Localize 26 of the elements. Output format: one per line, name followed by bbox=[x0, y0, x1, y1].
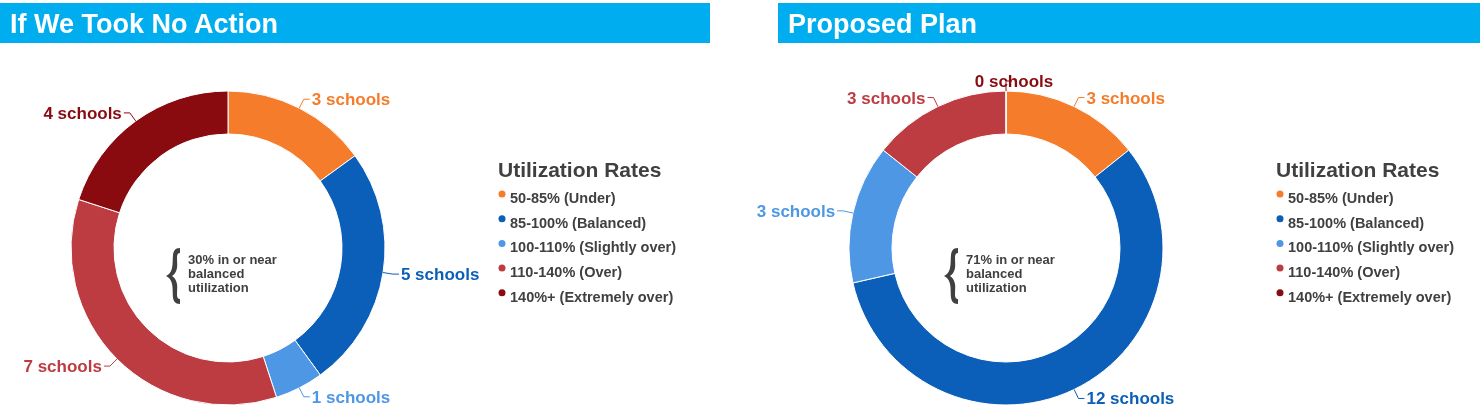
data-label: 3 schools bbox=[311, 90, 391, 110]
data-label: 1 schools bbox=[311, 387, 391, 406]
data-label: 3 schools bbox=[847, 88, 926, 108]
text: 71% in or near balanced utilization bbox=[966, 252, 1055, 295]
legend-label: 50-85% (Under) bbox=[510, 190, 616, 206]
legend-label: 110-140% (Over) bbox=[1288, 264, 1401, 281]
legend-title: Utilization Rates bbox=[1276, 158, 1440, 181]
chart-title: If We Took No Action bbox=[10, 9, 278, 39]
legend-title: Utilization Rates bbox=[498, 158, 662, 181]
data-label: 7 schools bbox=[23, 357, 102, 377]
data-label: 4 schools bbox=[43, 103, 122, 123]
chart-title: Proposed Plan bbox=[788, 9, 978, 39]
text: 30% in or near balanced utilization bbox=[188, 252, 277, 295]
data-label: 3 schools bbox=[756, 201, 836, 221]
data-label: 5 schools bbox=[400, 265, 480, 285]
data-label: 3 schools bbox=[1086, 88, 1165, 108]
legend-label: 85-100% (Balanced) bbox=[510, 214, 647, 231]
data-label: 12 schools bbox=[1086, 389, 1175, 406]
legend-label: 140%+ (Extremely over) bbox=[1288, 288, 1452, 305]
legend-label: 100-110% (Slightly over) bbox=[510, 239, 677, 256]
legend-label: 140%+ (Extremely over) bbox=[510, 288, 674, 305]
text: 0 schools bbox=[974, 72, 1054, 91]
legend-label: 100-110% (Slightly over) bbox=[1288, 239, 1455, 256]
legend-label: 85-100% (Balanced) bbox=[1288, 214, 1425, 231]
legend-label: 110-140% (Over) bbox=[510, 264, 623, 281]
legend-label: 50-85% (Under) bbox=[1288, 190, 1394, 206]
